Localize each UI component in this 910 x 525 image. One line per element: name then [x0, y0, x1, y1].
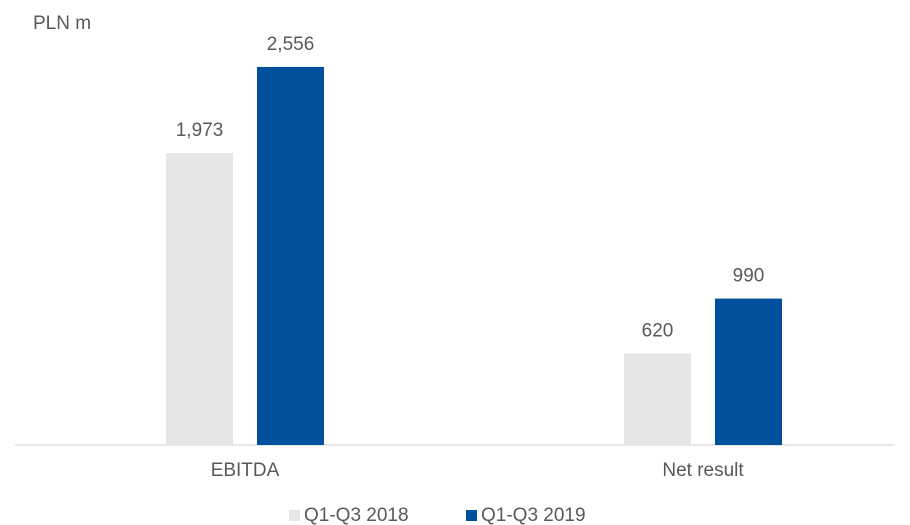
x-tick-label: Net result — [662, 460, 744, 481]
data-label: 2,556 — [267, 34, 315, 55]
legend-swatch — [289, 510, 300, 521]
data-label: 990 — [733, 266, 765, 287]
bar — [166, 153, 233, 445]
unit-label: PLN m — [33, 13, 91, 34]
x-tick-label: EBITDA — [211, 460, 280, 481]
bar — [257, 66, 324, 446]
data-label: 620 — [642, 320, 674, 341]
legend-label: Q1-Q3 2018 — [304, 505, 409, 525]
bar — [624, 353, 691, 445]
bar — [715, 298, 782, 445]
legend-label: Q1-Q3 2019 — [481, 505, 586, 525]
data-label: 1,973 — [176, 120, 224, 141]
legend-swatch — [466, 510, 477, 521]
